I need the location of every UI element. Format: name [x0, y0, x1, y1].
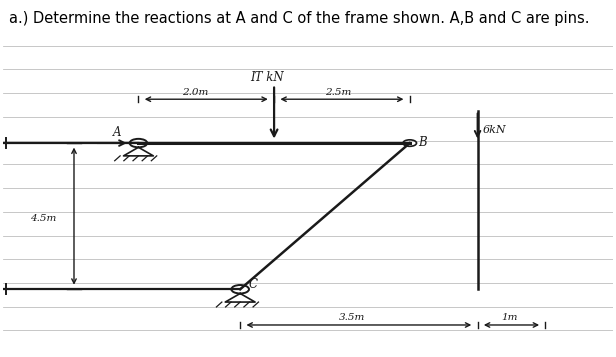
- Text: 1m: 1m: [501, 313, 518, 322]
- Text: a.) Determine the reactions at A and C of the frame shown. A,B and C are pins.: a.) Determine the reactions at A and C o…: [9, 11, 590, 26]
- Text: 3.5m: 3.5m: [339, 313, 365, 322]
- Text: 2.0m: 2.0m: [182, 88, 209, 97]
- Text: IT kN: IT kN: [250, 71, 284, 84]
- Text: 6kN: 6kN: [483, 125, 506, 135]
- Text: B: B: [418, 136, 426, 149]
- Text: C: C: [248, 278, 257, 291]
- Text: 4.5m: 4.5m: [30, 214, 56, 223]
- Text: 2.5m: 2.5m: [325, 88, 351, 97]
- Text: A: A: [113, 126, 121, 139]
